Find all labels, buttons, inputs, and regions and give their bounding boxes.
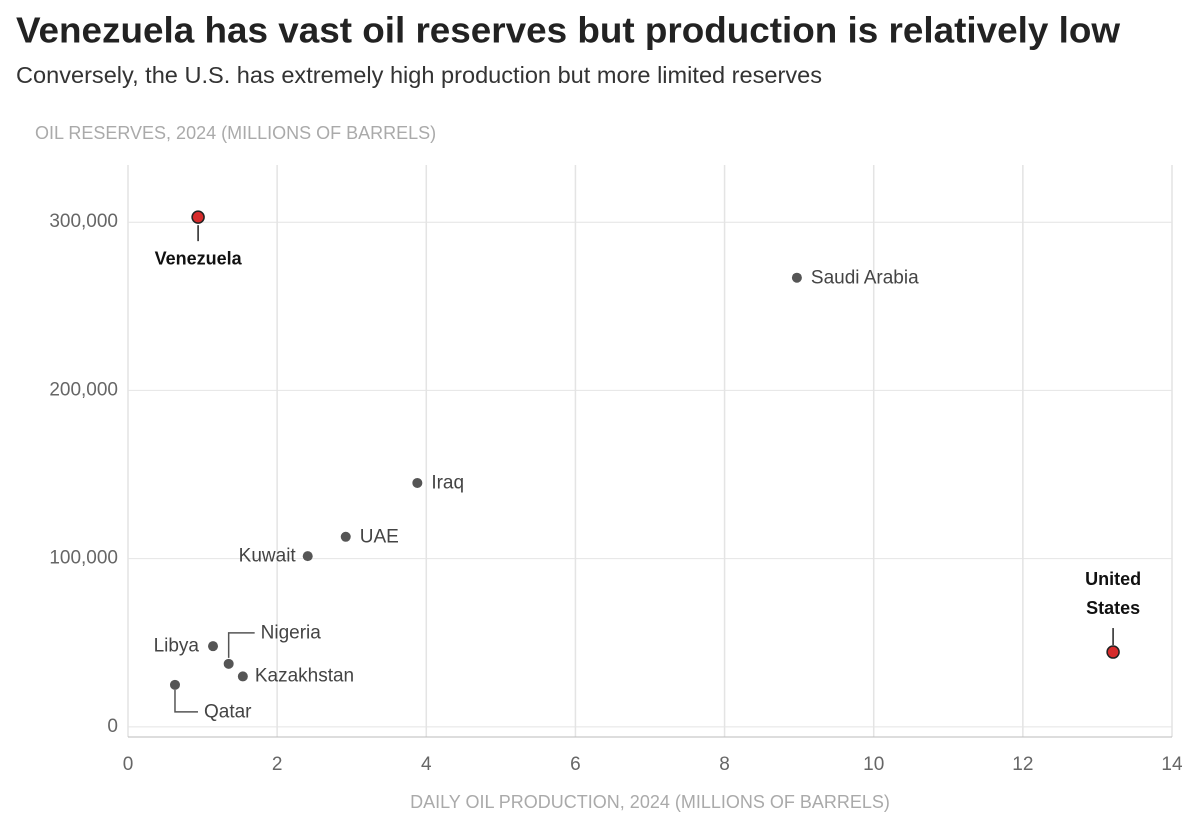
point	[191, 210, 205, 224]
x-tick-label: 2	[272, 754, 283, 775]
point-label: Qatar	[203, 701, 252, 723]
chart-title: Venezuela has vast oil reserves but prod…	[16, 10, 1121, 51]
x-tick-label: 8	[719, 754, 730, 775]
leader-line	[174, 689, 198, 713]
point	[412, 477, 423, 488]
leader-line	[227, 632, 255, 658]
y-tick-label: 300,000	[49, 211, 118, 232]
point-label: Venezuela	[154, 248, 242, 269]
point	[169, 679, 180, 690]
x-tick-label: 0	[123, 754, 134, 775]
chart-subtitle: Conversely, the U.S. has extremely high …	[16, 62, 822, 88]
point	[302, 551, 313, 562]
point-label: United States	[1085, 569, 1142, 619]
point	[791, 272, 802, 283]
y-tick-label: 0	[107, 716, 118, 737]
point	[237, 671, 248, 682]
x-tick-label: 12	[1012, 754, 1033, 775]
point-label: Kuwait	[238, 545, 296, 567]
point-label: Libya	[153, 635, 199, 657]
x-tick-label: 6	[570, 754, 581, 775]
point	[1106, 645, 1120, 659]
point-label: UAE	[359, 526, 399, 548]
x-axis-title: DAILY OIL PRODUCTION, 2024 (MILLIONS OF …	[410, 792, 890, 812]
point-label: Kazakhstan	[254, 665, 355, 687]
y-tick-label: 100,000	[49, 548, 118, 569]
y-axis-title: OIL RESERVES, 2024 (MILLIONS OF BARRELS)	[35, 123, 436, 143]
point-label: Saudi Arabia	[810, 267, 919, 289]
y-tick-label: 200,000	[49, 379, 118, 400]
point-label: Nigeria	[260, 622, 321, 644]
x-tick-label: 4	[421, 754, 432, 775]
point	[340, 531, 351, 542]
point	[223, 658, 234, 669]
point-label: Iraq	[431, 472, 465, 494]
x-tick-label: 10	[863, 754, 884, 775]
x-tick-label: 14	[1161, 754, 1183, 775]
point	[208, 641, 219, 652]
